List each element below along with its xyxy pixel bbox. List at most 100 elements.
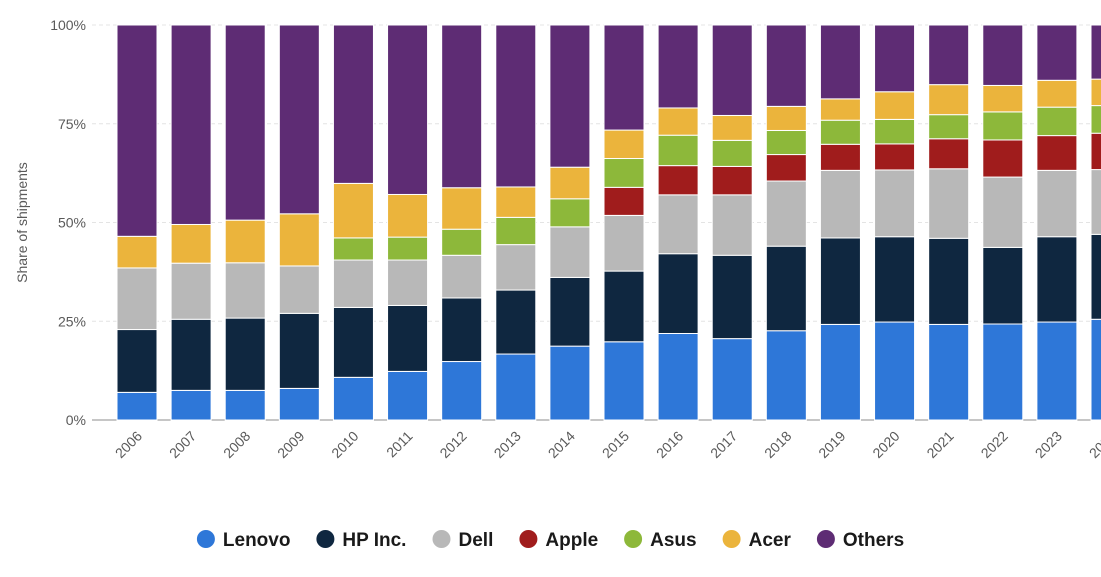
bar-segment-others-2012[interactable] — [441, 24, 483, 189]
bar-segment-dell-2019[interactable] — [819, 169, 861, 239]
bar-segment-asus-2013[interactable] — [495, 216, 537, 246]
bar-segment-others-2017[interactable] — [711, 24, 753, 116]
bar-segment-hp-inc-2020[interactable] — [874, 236, 916, 323]
bar-segment-dell-2013[interactable] — [495, 244, 537, 291]
bar-segment-apple-2016[interactable] — [657, 165, 699, 196]
bar-segment-dell-2010[interactable] — [332, 259, 374, 308]
bar-segment-apple-2021[interactable] — [928, 138, 970, 170]
bar-segment-lenovo-2024[interactable] — [1090, 318, 1101, 421]
bar-segment-acer-2023[interactable] — [1036, 79, 1078, 108]
legend-item-asus[interactable]: Asus — [624, 530, 697, 551]
bar-segment-others-2010[interactable] — [332, 24, 374, 184]
bar-segment-dell-2024[interactable] — [1090, 169, 1101, 235]
bar-segment-others-2016[interactable] — [657, 24, 699, 109]
bar-segment-asus-2024[interactable] — [1090, 105, 1101, 134]
bar-segment-hp-inc-2011[interactable] — [387, 304, 429, 372]
bar-segment-hp-inc-2008[interactable] — [224, 317, 266, 391]
bar-segment-others-2009[interactable] — [278, 24, 320, 215]
bar-segment-hp-inc-2009[interactable] — [278, 312, 320, 389]
bar-segment-asus-2019[interactable] — [819, 119, 861, 145]
bar-segment-apple-2022[interactable] — [982, 139, 1024, 178]
bar-segment-hp-inc-2010[interactable] — [332, 306, 374, 378]
bar-segment-hp-inc-2014[interactable] — [549, 276, 591, 347]
bar-segment-acer-2009[interactable] — [278, 213, 320, 267]
bar-segment-apple-2023[interactable] — [1036, 135, 1078, 171]
bar-segment-asus-2020[interactable] — [874, 118, 916, 145]
bar-segment-hp-inc-2012[interactable] — [441, 297, 483, 363]
bar-segment-asus-2012[interactable] — [441, 228, 483, 256]
bar-segment-others-2023[interactable] — [1036, 24, 1078, 81]
bar-segment-dell-2011[interactable] — [387, 259, 429, 306]
bar-segment-asus-2011[interactable] — [387, 236, 429, 261]
bar-segment-dell-2021[interactable] — [928, 168, 970, 239]
bar-segment-acer-2021[interactable] — [928, 84, 970, 116]
bar-segment-acer-2022[interactable] — [982, 84, 1024, 113]
bar-segment-asus-2023[interactable] — [1036, 106, 1078, 137]
bar-segment-lenovo-2016[interactable] — [657, 333, 699, 421]
bar-segment-hp-inc-2013[interactable] — [495, 289, 537, 355]
legend-item-lenovo[interactable]: Lenovo — [196, 530, 291, 551]
bar-segment-hp-inc-2023[interactable] — [1036, 236, 1078, 323]
bar-segment-asus-2016[interactable] — [657, 134, 699, 167]
bar-segment-acer-2010[interactable] — [332, 182, 374, 239]
bar-segment-others-2018[interactable] — [765, 24, 807, 107]
bar-segment-lenovo-2013[interactable] — [495, 353, 537, 421]
bar-segment-others-2006[interactable] — [116, 24, 158, 237]
legend-item-acer[interactable]: Acer — [722, 530, 792, 551]
bar-segment-others-2008[interactable] — [224, 24, 266, 221]
bar-segment-lenovo-2018[interactable] — [765, 330, 807, 421]
bar-segment-dell-2008[interactable] — [224, 262, 266, 319]
bar-segment-acer-2020[interactable] — [874, 91, 916, 120]
legend-item-others[interactable]: Others — [816, 530, 904, 551]
bar-segment-dell-2016[interactable] — [657, 194, 699, 255]
bar-segment-lenovo-2022[interactable] — [982, 323, 1024, 421]
bar-segment-apple-2020[interactable] — [874, 143, 916, 171]
bar-segment-acer-2006[interactable] — [116, 235, 158, 269]
bar-segment-hp-inc-2019[interactable] — [819, 237, 861, 325]
bar-segment-acer-2011[interactable] — [387, 193, 429, 238]
bar-segment-hp-inc-2007[interactable] — [170, 318, 212, 391]
bar-segment-lenovo-2007[interactable] — [170, 389, 212, 421]
bar-segment-lenovo-2014[interactable] — [549, 345, 591, 421]
legend-item-apple[interactable]: Apple — [519, 530, 598, 551]
bar-segment-lenovo-2009[interactable] — [278, 387, 320, 421]
bar-segment-others-2014[interactable] — [549, 24, 591, 168]
bar-segment-apple-2017[interactable] — [711, 165, 753, 196]
bar-segment-dell-2009[interactable] — [278, 265, 320, 314]
bar-segment-lenovo-2021[interactable] — [928, 323, 970, 421]
bar-segment-hp-inc-2018[interactable] — [765, 245, 807, 332]
bar-segment-others-2013[interactable] — [495, 24, 537, 188]
bar-segment-hp-inc-2006[interactable] — [116, 329, 158, 393]
bar-segment-hp-inc-2022[interactable] — [982, 246, 1024, 325]
bar-segment-apple-2024[interactable] — [1090, 132, 1101, 171]
bar-segment-dell-2020[interactable] — [874, 169, 916, 238]
bar-segment-dell-2014[interactable] — [549, 226, 591, 278]
bar-segment-asus-2018[interactable] — [765, 129, 807, 156]
bar-segment-dell-2012[interactable] — [441, 254, 483, 299]
bar-segment-acer-2007[interactable] — [170, 223, 212, 264]
bar-segment-acer-2017[interactable] — [711, 114, 753, 141]
bar-segment-acer-2024[interactable] — [1090, 78, 1101, 107]
bar-segment-dell-2006[interactable] — [116, 267, 158, 331]
bar-segment-lenovo-2006[interactable] — [116, 391, 158, 421]
bar-segment-dell-2007[interactable] — [170, 262, 212, 320]
bar-segment-others-2022[interactable] — [982, 24, 1024, 86]
bar-segment-apple-2018[interactable] — [765, 154, 807, 182]
bar-segment-hp-inc-2021[interactable] — [928, 237, 970, 325]
bar-segment-hp-inc-2015[interactable] — [603, 270, 645, 343]
bar-segment-acer-2016[interactable] — [657, 107, 699, 136]
bar-segment-acer-2015[interactable] — [603, 129, 645, 160]
bar-segment-others-2021[interactable] — [928, 24, 970, 86]
bar-segment-lenovo-2010[interactable] — [332, 376, 374, 421]
bar-segment-lenovo-2008[interactable] — [224, 389, 266, 421]
bar-segment-others-2007[interactable] — [170, 24, 212, 225]
bar-segment-hp-inc-2024[interactable] — [1090, 233, 1101, 320]
bar-segment-lenovo-2012[interactable] — [441, 361, 483, 421]
bar-segment-others-2011[interactable] — [387, 24, 429, 195]
bar-segment-acer-2013[interactable] — [495, 186, 537, 218]
bar-segment-hp-inc-2016[interactable] — [657, 253, 699, 335]
bar-segment-asus-2022[interactable] — [982, 111, 1024, 141]
bar-segment-lenovo-2020[interactable] — [874, 321, 916, 421]
bar-segment-lenovo-2019[interactable] — [819, 323, 861, 421]
bar-segment-apple-2019[interactable] — [819, 143, 861, 171]
